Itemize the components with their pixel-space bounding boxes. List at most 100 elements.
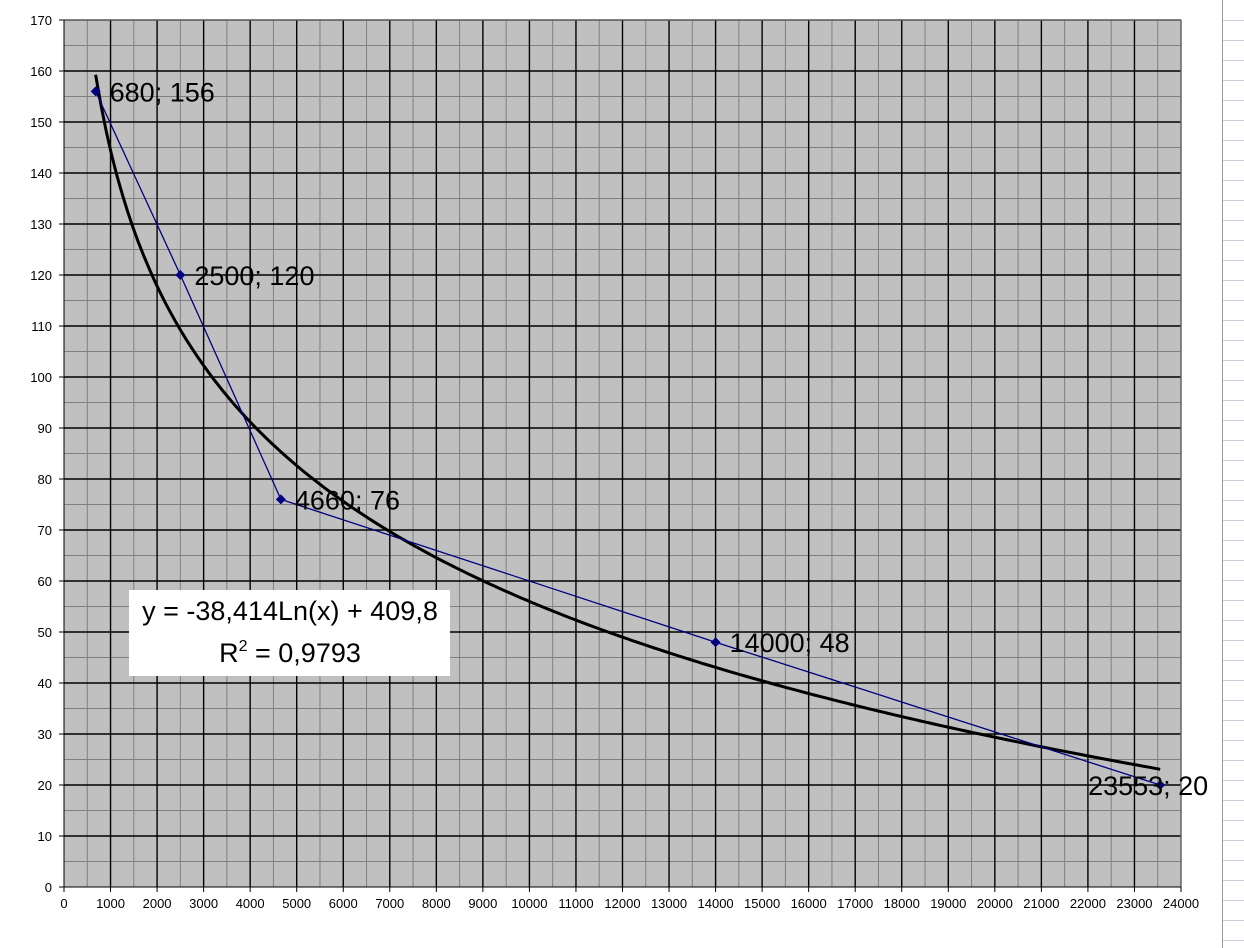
sheet-row-line bbox=[1223, 20, 1244, 21]
sheet-row-line bbox=[1223, 880, 1244, 881]
spreadsheet-background-strip bbox=[1222, 0, 1244, 948]
data-point-marker bbox=[175, 270, 186, 280]
sheet-row-line bbox=[1223, 680, 1244, 681]
sheet-row-line bbox=[1223, 540, 1244, 541]
y-tick-label: 70 bbox=[38, 523, 52, 538]
sheet-row-line bbox=[1223, 100, 1244, 101]
x-tick-label: 17000 bbox=[837, 896, 873, 911]
data-point-label: 680; 156 bbox=[110, 77, 215, 107]
sheet-row-line bbox=[1223, 840, 1244, 841]
x-tick-label: 24000 bbox=[1163, 896, 1199, 911]
x-tick-label: 23000 bbox=[1116, 896, 1152, 911]
y-tick-label: 170 bbox=[30, 13, 52, 28]
sheet-row-line bbox=[1223, 920, 1244, 921]
trendline-equation: y = -38,414Ln(x) + 409,8 bbox=[142, 596, 438, 626]
data-point-marker bbox=[275, 494, 286, 505]
x-tick-label: 9000 bbox=[468, 896, 497, 911]
x-tick-label: 22000 bbox=[1070, 896, 1106, 911]
x-tick-label: 10000 bbox=[511, 896, 547, 911]
sheet-row-line bbox=[1223, 500, 1244, 501]
x-tick-label: 3000 bbox=[189, 896, 218, 911]
sheet-row-line bbox=[1223, 140, 1244, 141]
y-tick-label: 100 bbox=[30, 370, 52, 385]
sheet-row-line bbox=[1223, 480, 1244, 481]
y-tick-label: 0 bbox=[45, 880, 52, 895]
x-tick-label: 1000 bbox=[96, 896, 125, 911]
data-point-label: 2500; 120 bbox=[194, 261, 314, 291]
sheet-row-line bbox=[1223, 280, 1244, 281]
data-point-label: 14000; 48 bbox=[730, 628, 850, 658]
sheet-row-line bbox=[1223, 860, 1244, 861]
sheet-row-line bbox=[1223, 820, 1244, 821]
x-tick-label: 21000 bbox=[1023, 896, 1059, 911]
sheet-row-line bbox=[1223, 440, 1244, 441]
y-tick-label: 120 bbox=[30, 268, 52, 283]
trendline bbox=[94, 74, 1161, 771]
sheet-row-line bbox=[1223, 300, 1244, 301]
sheet-row-line bbox=[1223, 620, 1244, 621]
data-point-marker bbox=[710, 637, 721, 648]
sheet-row-line bbox=[1223, 600, 1244, 601]
sheet-row-line bbox=[1223, 120, 1244, 121]
series-markers bbox=[90, 86, 1166, 790]
sheet-row-line bbox=[1223, 180, 1244, 181]
data-point-label: 4660; 76 bbox=[295, 485, 400, 515]
sheet-row-line bbox=[1223, 740, 1244, 741]
sheet-row-line bbox=[1223, 420, 1244, 421]
sheet-row-line bbox=[1223, 260, 1244, 261]
y-tick-label: 30 bbox=[38, 727, 52, 742]
x-tick-label: 4000 bbox=[236, 896, 265, 911]
x-tick-label: 18000 bbox=[884, 896, 920, 911]
y-tick-label: 10 bbox=[38, 829, 52, 844]
y-tick-label: 60 bbox=[38, 574, 52, 589]
point-labels: 680; 156 2500; 120 4660; 76 14000; 48 23553;… bbox=[110, 77, 1209, 801]
sheet-row-line bbox=[1223, 800, 1244, 801]
x-axis-ticks: 0 1000 2000 3000 4000 5000 6000 7000 8000 9000 100… bbox=[60, 887, 1199, 911]
sheet-row-line bbox=[1223, 760, 1244, 761]
sheet-row-line bbox=[1223, 940, 1244, 941]
sheet-row-line bbox=[1223, 80, 1244, 81]
x-tick-label: 8000 bbox=[422, 896, 451, 911]
x-tick-label: 12000 bbox=[604, 896, 640, 911]
x-tick-label: 7000 bbox=[375, 896, 404, 911]
sheet-row-line bbox=[1223, 460, 1244, 461]
r-squared: R2 = 0,9793 bbox=[219, 638, 361, 668]
y-tick-label: 150 bbox=[30, 115, 52, 130]
x-tick-label: 20000 bbox=[977, 896, 1013, 911]
sheet-row-line bbox=[1223, 640, 1244, 641]
y-tick-label: 140 bbox=[30, 166, 52, 181]
sheet-row-line bbox=[1223, 780, 1244, 781]
y-tick-label: 80 bbox=[38, 472, 52, 487]
sheet-row-line bbox=[1223, 720, 1244, 721]
data-point-marker bbox=[1155, 780, 1166, 790]
y-tick-label: 110 bbox=[31, 319, 52, 334]
x-tick-label: 0 bbox=[60, 896, 67, 911]
y-tick-label: 40 bbox=[38, 676, 52, 691]
sheet-row-line bbox=[1223, 380, 1244, 381]
x-tick-label: 5000 bbox=[282, 896, 311, 911]
data-point-marker bbox=[90, 86, 101, 97]
y-tick-label: 130 bbox=[30, 217, 52, 232]
sheet-row-line bbox=[1223, 200, 1244, 201]
sheet-row-line bbox=[1223, 580, 1244, 581]
sheet-row-line bbox=[1223, 40, 1244, 41]
sheet-row-line bbox=[1223, 340, 1244, 341]
equation-box: y = -38,414Ln(x) + 409,8 R2 = 0,9793 bbox=[129, 590, 450, 676]
sheet-row-line bbox=[1223, 60, 1244, 61]
sheet-row-line bbox=[1223, 220, 1244, 221]
sheet-row-line bbox=[1223, 900, 1244, 901]
x-tick-label: 14000 bbox=[698, 896, 734, 911]
sheet-row-line bbox=[1223, 320, 1244, 321]
sheet-row-line bbox=[1223, 700, 1244, 701]
equation-box-background bbox=[129, 590, 450, 676]
sheet-row-line bbox=[1223, 520, 1244, 521]
sheet-row-line bbox=[1223, 240, 1244, 241]
y-axis-ticks: 0 10 20 30 40 50 60 70 80 90 100 110 120 130 140 150 160… bbox=[30, 13, 64, 895]
x-tick-label: 6000 bbox=[329, 896, 358, 911]
sheet-row-line bbox=[1223, 660, 1244, 661]
sheet-row-line bbox=[1223, 560, 1244, 561]
sheet-row-line bbox=[1223, 400, 1244, 401]
x-tick-label: 15000 bbox=[744, 896, 780, 911]
x-tick-label: 16000 bbox=[791, 896, 827, 911]
y-tick-label: 20 bbox=[38, 778, 52, 793]
